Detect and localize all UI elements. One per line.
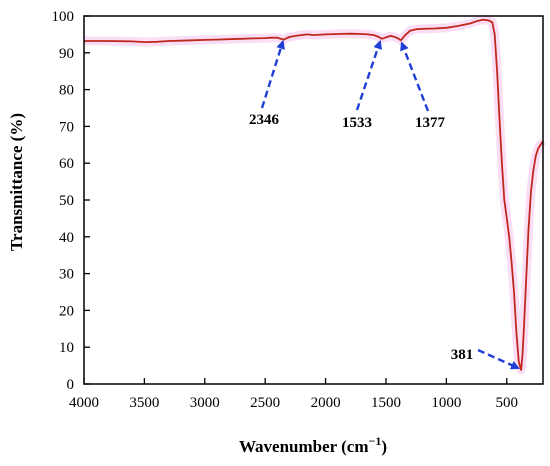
y-tick-label: 0 [67,377,75,393]
x-axis-title-end: ) [381,437,387,456]
x-tick-label: 500 [496,395,519,411]
peak-label-381: 381 [451,347,474,363]
y-tick-label: 80 [59,83,74,99]
peak-arrow-1533 [355,39,383,111]
x-tick-label: 1500 [371,395,401,411]
x-tick-label: 1000 [431,395,461,411]
x-tick-label: 2000 [311,395,341,411]
y-tick-label: 50 [59,193,74,209]
x-tick-label: 3500 [129,395,159,411]
peak-label-1533: 1533 [342,115,372,131]
y-tick-label: 30 [59,267,74,283]
x-tick-label: 2500 [250,395,280,411]
y-tick-label: 40 [59,230,74,246]
y-tick-label: 60 [59,156,74,172]
y-axis-title: Transmittance (%) [7,113,26,251]
x-axis-title-superscript: −1 [369,434,382,448]
x-tick-label: 4000 [69,395,99,411]
spectrum-line [84,18,544,371]
y-tick-label: 20 [59,303,74,319]
series-layer [84,18,544,371]
y-tick-label: 70 [59,119,74,135]
plot-frame [83,15,544,385]
peak-label-2346: 2346 [249,112,280,128]
y-tick-label: 100 [52,9,75,25]
x-axis-title-main: Wavenumber (cm [239,437,369,456]
peak-arrow-381 [477,348,520,370]
spectrum-halo-line [84,15,547,375]
y-tick-label: 10 [59,340,74,356]
x-tick-label: 3000 [190,395,220,411]
y-tick-label: 90 [59,46,74,62]
annotation-layer: 2346 1533 1377 381 [249,39,520,370]
peak-arrow-1377 [400,41,430,112]
peak-label-1377: 1377 [415,115,446,131]
peak-arrow-2346 [260,39,285,109]
tick-layer: 4000 3500 3000 2500 2000 1500 1000 500 0 10 20 30 40… [52,9,519,411]
spectrum-halo [84,15,547,375]
x-axis-title: Wavenumber (cm−1) [239,434,387,456]
